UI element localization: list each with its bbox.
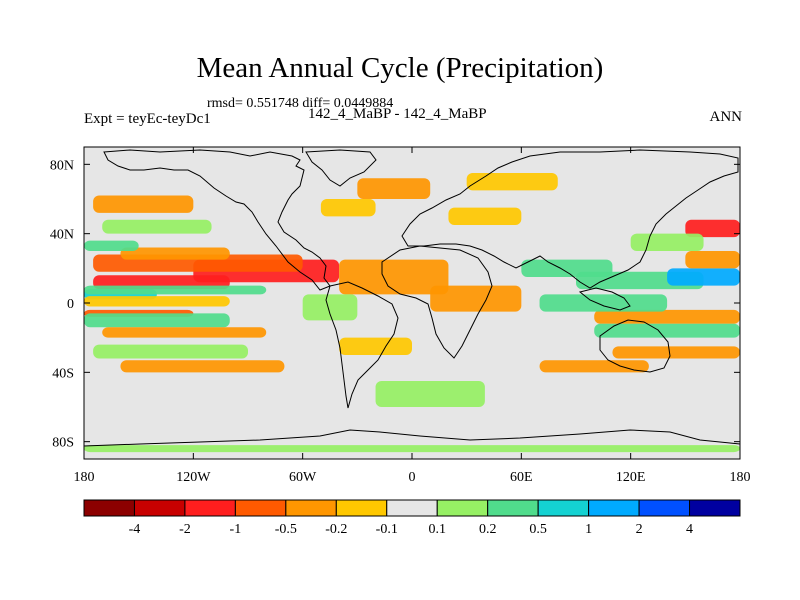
colorbar-swatch bbox=[537, 499, 590, 517]
colorbar-label: 1 bbox=[585, 522, 592, 537]
colorbar-swatch bbox=[285, 499, 337, 517]
colorbar-swatch bbox=[234, 499, 287, 517]
anomaly-region bbox=[84, 240, 139, 251]
antarctica-outline bbox=[84, 429, 740, 447]
colorbar-label: -0.1 bbox=[376, 522, 398, 537]
continent-outlines bbox=[84, 149, 740, 447]
anomaly-region bbox=[302, 294, 358, 321]
africa-outline bbox=[381, 245, 493, 359]
colorbar-label: -0.2 bbox=[325, 522, 347, 537]
colorbar-label: 4 bbox=[686, 522, 693, 537]
colorbar-swatch bbox=[335, 499, 388, 517]
anomaly-region bbox=[339, 259, 449, 295]
y-tick-label: 80N bbox=[50, 158, 74, 173]
colorbar: -4 -2 -1 -0.5 -0.2 -0.1 0.1 0.2 0.5 1 2 4 bbox=[83, 499, 741, 537]
colorbar-swatch bbox=[133, 499, 186, 517]
colorbar-swatch bbox=[83, 499, 135, 517]
colorbar-label: 2 bbox=[636, 522, 643, 537]
anomaly-region bbox=[102, 327, 267, 338]
colorbar-label: 0.1 bbox=[428, 522, 446, 537]
x-axis: 180 120W 60W 0 60E 120E 180 bbox=[74, 147, 751, 485]
maritime-islands-outline bbox=[578, 287, 631, 311]
season-label: ANN bbox=[709, 109, 743, 125]
anomaly-region bbox=[612, 346, 740, 359]
colorbar-label: -2 bbox=[179, 522, 191, 537]
anomaly-region bbox=[448, 207, 522, 225]
colorbar-swatch bbox=[689, 499, 741, 517]
x-tick-label: 60E bbox=[510, 470, 533, 485]
experiment-label: Expt = teyEc-teyDc1 bbox=[84, 111, 211, 127]
chart-subtitle: 142_4_MaBP - 142_4_MaBP bbox=[308, 106, 487, 122]
anomaly-region bbox=[120, 360, 285, 373]
colorbar-label: -0.5 bbox=[275, 522, 297, 537]
colorbar-swatch bbox=[487, 499, 539, 517]
x-tick-label: 180 bbox=[730, 470, 751, 485]
anomaly-region bbox=[539, 294, 668, 312]
rmsd-diff-stats: rmsd= 0.551748 diff= 0.0449884 bbox=[207, 96, 394, 111]
anomaly-region bbox=[667, 268, 740, 286]
y-tick-label: 80S bbox=[52, 436, 74, 451]
anomaly-region bbox=[594, 323, 740, 338]
colorbar-swatch bbox=[638, 499, 691, 517]
north-america-outline bbox=[103, 149, 331, 291]
anomaly-region bbox=[594, 309, 740, 324]
y-tick-label: 0 bbox=[67, 297, 74, 312]
anomaly-region bbox=[93, 195, 194, 213]
y-tick-label: 40N bbox=[50, 228, 74, 243]
anomaly-region bbox=[93, 344, 248, 359]
anomaly-region bbox=[84, 445, 740, 453]
anomaly-region bbox=[102, 219, 212, 234]
y-tick-label: 40S bbox=[52, 366, 74, 381]
anomaly-region bbox=[84, 296, 230, 307]
x-tick-label: 60W bbox=[289, 470, 317, 485]
south-america-outline bbox=[325, 281, 399, 409]
x-tick-label: 120W bbox=[176, 470, 211, 485]
chart-title: Mean Annual Cycle (Precipitation) bbox=[196, 52, 604, 84]
colorbar-label: 0.2 bbox=[479, 522, 497, 537]
colorbar-swatch bbox=[588, 499, 640, 517]
australia-outline bbox=[599, 319, 671, 373]
colorbar-swatch bbox=[436, 499, 489, 517]
anomaly-region bbox=[685, 251, 740, 269]
colorbar-label: -4 bbox=[129, 522, 141, 537]
anomaly-region bbox=[339, 337, 412, 355]
colorbar-swatch bbox=[184, 499, 236, 517]
colorbar-label: -1 bbox=[230, 522, 242, 537]
anomaly-region bbox=[685, 219, 740, 238]
colorbar-label: 0.5 bbox=[529, 522, 547, 537]
anomaly-region bbox=[320, 199, 376, 217]
anomaly-region bbox=[120, 247, 230, 260]
anomaly-region bbox=[539, 360, 649, 373]
anomaly-region bbox=[466, 173, 558, 191]
anomaly-region bbox=[430, 285, 522, 312]
y-axis: 80N 40N 0 40S 80S bbox=[50, 158, 740, 451]
anomaly-region bbox=[357, 178, 431, 199]
anomaly-region bbox=[84, 285, 267, 295]
eurasia-outline bbox=[401, 149, 739, 289]
colorbar-swatch bbox=[386, 499, 438, 517]
anomaly-region bbox=[375, 381, 485, 407]
anomaly-region bbox=[630, 233, 704, 251]
greenland-outline bbox=[305, 149, 377, 187]
x-tick-label: 180 bbox=[74, 470, 95, 485]
x-tick-label: 0 bbox=[409, 470, 416, 485]
anomaly-region bbox=[84, 313, 230, 328]
x-tick-label: 120E bbox=[616, 470, 646, 485]
anomaly-field bbox=[84, 173, 740, 453]
